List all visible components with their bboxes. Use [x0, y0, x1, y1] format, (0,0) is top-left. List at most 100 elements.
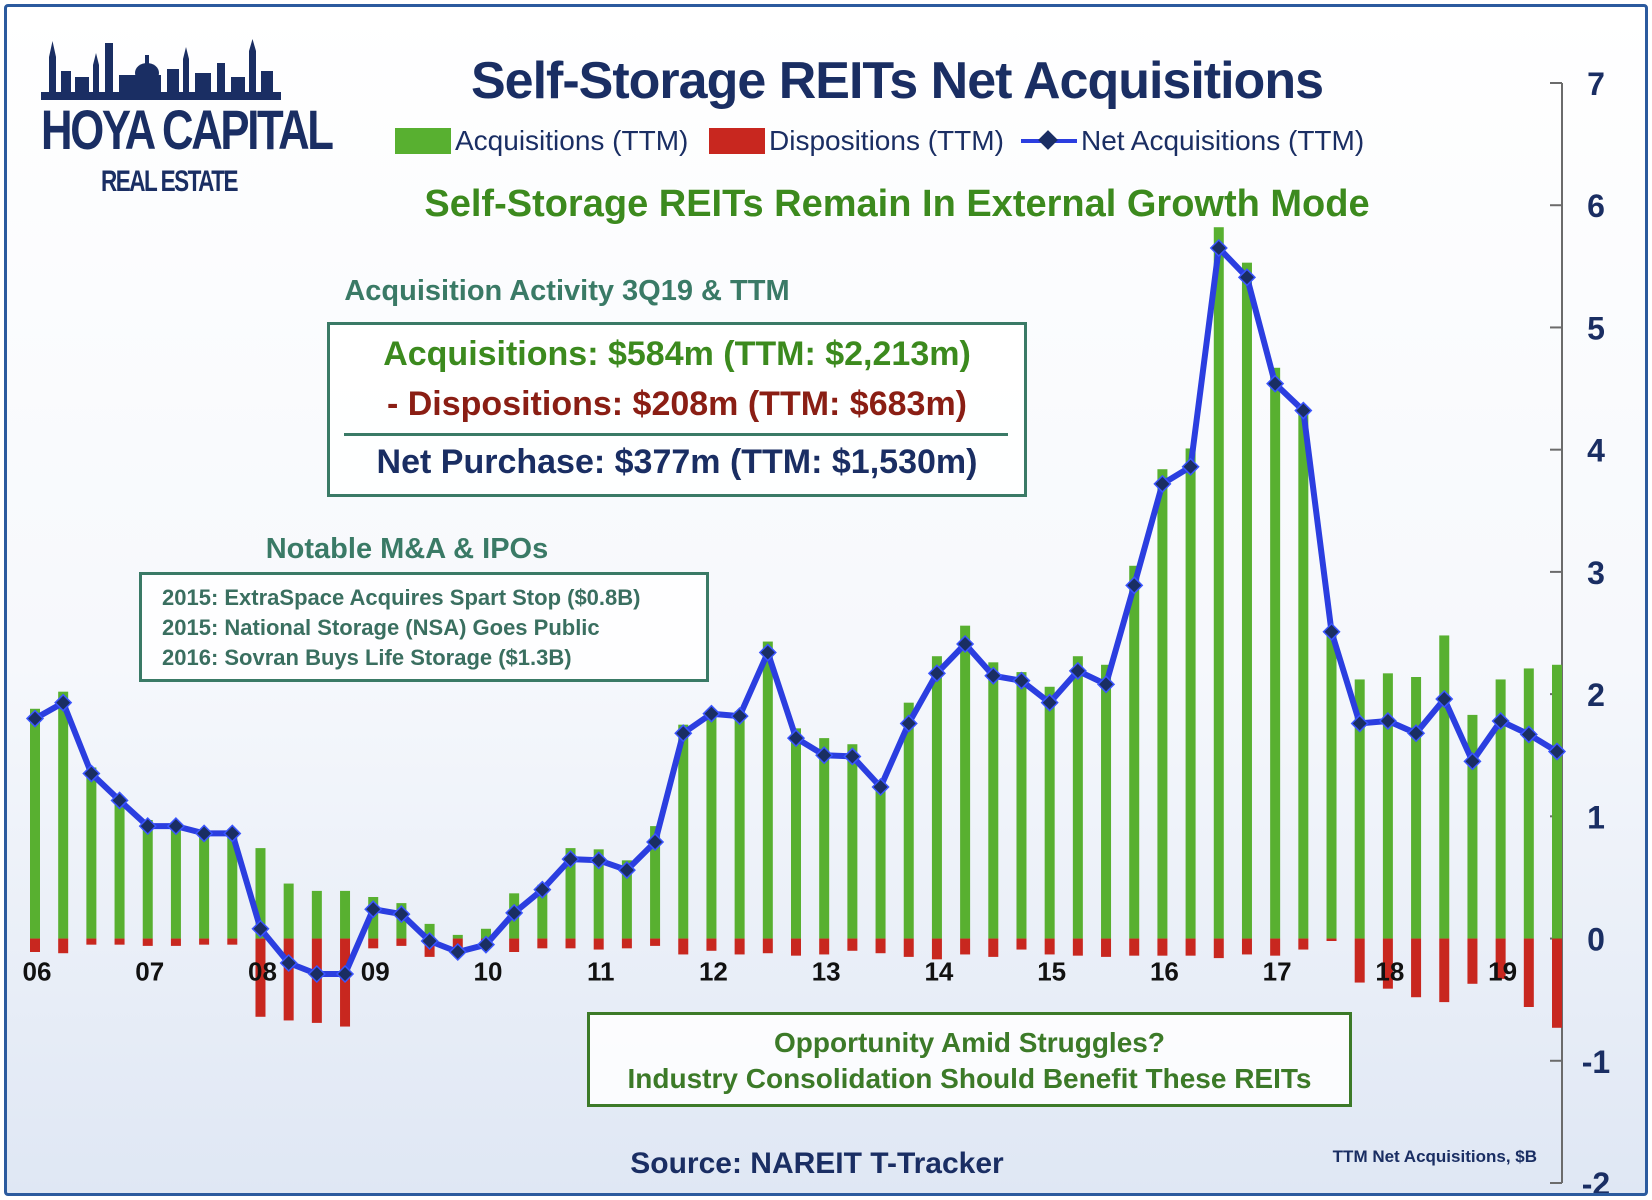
net-acquisitions-point [1435, 689, 1454, 709]
y-tick-label: -1 [1582, 1044, 1610, 1080]
acquisitions-bar [875, 782, 886, 939]
net-acquisitions-point [110, 791, 129, 810]
dispositions-bar [847, 938, 858, 951]
net-acquisitions-point [82, 764, 101, 783]
y-tick-label: 3 [1587, 555, 1605, 591]
net-acquisitions-point [279, 953, 298, 973]
acquisitions-bar [86, 767, 97, 939]
acquisitions-bar [1072, 656, 1083, 939]
acquisitions-bar [734, 711, 745, 939]
net-acquisitions-point [533, 880, 552, 899]
x-tick-label: 11 [587, 957, 615, 987]
activity-acquisitions: Acquisitions: $584m (TTM: $2,213m) [383, 335, 971, 373]
dispositions-bar [199, 938, 210, 945]
acquisitions-bar [452, 934, 463, 939]
acquisitions-bar [1298, 410, 1309, 939]
dispositions-bar [762, 938, 773, 954]
dispositions-bar [1270, 938, 1281, 956]
acquisitions-bar [114, 798, 125, 939]
net-acquisitions-point [1378, 711, 1397, 731]
source-note: Source: NAREIT T-Tracker [630, 1147, 1004, 1180]
mna-item: 2015: ExtraSpace Acquires Spart Stop ($0… [162, 585, 641, 610]
dispositions-bar [621, 938, 632, 949]
acquisitions-bar [1354, 679, 1365, 939]
dispositions-bar [931, 938, 942, 960]
net-acquisitions-point [505, 903, 524, 922]
dispositions-bar [396, 938, 407, 946]
y-tick-label: 2 [1587, 677, 1605, 713]
net-acquisitions-point [1519, 725, 1538, 744]
net-acquisitions-point [392, 905, 411, 924]
dispositions-bar [819, 938, 830, 955]
acquisitions-bar [1439, 635, 1450, 939]
net-acquisitions-point [1068, 661, 1087, 680]
net-acquisitions-point [420, 931, 439, 951]
net-acquisitions-point [1322, 622, 1341, 641]
net-acquisitions-point [1547, 742, 1567, 761]
dispositions-bar [1044, 938, 1055, 955]
acquisitions-bar [255, 848, 266, 939]
dispositions-bar [1467, 938, 1478, 984]
legend-net: Net Acquisitions (TTM) [1021, 121, 1364, 161]
dispositions-bar [1185, 938, 1196, 956]
x-tick-label: 14 [924, 957, 953, 987]
acquisitions-bar [1467, 714, 1478, 939]
dispositions-bar [706, 938, 717, 951]
net-acquisitions-point [786, 729, 806, 748]
unit-label: TTM Net Acquisitions, $B [1332, 1147, 1537, 1166]
dispositions-bar [791, 938, 801, 956]
acquisitions-bar [1326, 629, 1337, 939]
net-acquisitions-point [166, 817, 185, 836]
dispositions-bar [1495, 938, 1506, 979]
acquisitions-bar [537, 884, 548, 939]
acquisitions-bar [819, 738, 830, 939]
net-acquisitions-point [1096, 675, 1116, 694]
dispositions-bar [58, 938, 69, 954]
acquisitions-bar [30, 708, 40, 939]
acquisitions-bar [311, 890, 322, 939]
activity-box: Acquisitions: $584m (TTM: $2,213m) - Dis… [327, 322, 1027, 497]
dispositions-bar [678, 938, 689, 955]
legend-swatch-acquisitions [395, 128, 451, 154]
dispositions-bar [1298, 938, 1309, 950]
net-acquisitions-point [702, 704, 721, 723]
x-tick-label: 10 [474, 957, 503, 987]
callout-line-1: Opportunity Amid Struggles? [774, 1027, 1165, 1058]
x-tick-label: 06 [23, 957, 52, 987]
dispositions-bar [537, 938, 548, 949]
x-tick-label: 16 [1150, 957, 1179, 987]
acquisitions-bar [1016, 672, 1027, 939]
dispositions-bar [988, 938, 999, 957]
dispositions-bar [903, 938, 914, 957]
acquisitions-bar [1129, 565, 1140, 939]
acquisitions-bar [227, 831, 238, 939]
net-acquisitions-point [1181, 457, 1200, 476]
acquisitions-bar [142, 820, 153, 939]
dispositions-bar [1072, 938, 1083, 956]
dispositions-bar [960, 938, 971, 955]
acquisitions-bar [847, 744, 858, 939]
net-acquisitions-point [871, 777, 890, 797]
acquisitions-bar [58, 691, 69, 939]
acquisitions-bar [1382, 673, 1393, 939]
acquisitions-bar [170, 822, 181, 939]
dispositions-bar [86, 938, 97, 945]
dispositions-bar [1411, 938, 1422, 998]
y-tick-label: -2 [1582, 1166, 1610, 1193]
net-acquisitions-point [1350, 714, 1369, 733]
mna-item: 2016: Sovran Buys Life Storage ($1.3B) [162, 645, 572, 670]
dispositions-bar [142, 938, 153, 946]
acquisitions-bar [1495, 679, 1506, 939]
net-acquisitions-point [1153, 474, 1172, 493]
acquisitions-bar [1044, 686, 1055, 939]
mna-heading: Notable M&A & IPOs [265, 533, 549, 565]
net-acquisitions-point [617, 861, 636, 880]
net-acquisitions-point [899, 714, 918, 733]
net-acquisitions-point [1012, 671, 1031, 690]
net-acquisitions-point [1491, 711, 1510, 731]
legend-label-dispositions: Dispositions (TTM) [769, 125, 1004, 156]
net-acquisitions-point [138, 817, 157, 836]
activity-heading: Acquisition Activity 3Q19 & TTM [344, 275, 790, 307]
acquisitions-bar [1101, 664, 1112, 939]
